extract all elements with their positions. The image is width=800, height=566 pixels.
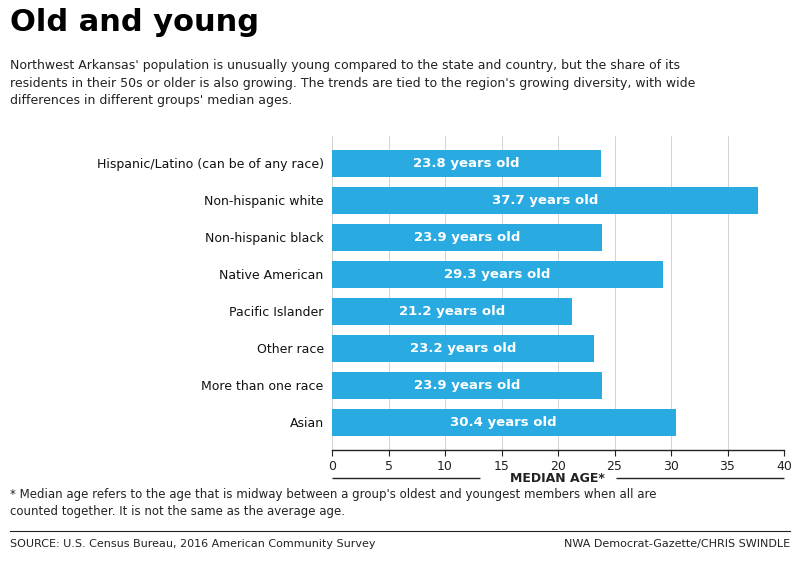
- Bar: [332, 187, 758, 214]
- Bar: [332, 372, 602, 398]
- Bar: [332, 409, 675, 436]
- Bar: [332, 150, 601, 177]
- Bar: [332, 335, 594, 362]
- Text: 29.3 years old: 29.3 years old: [444, 268, 550, 281]
- Text: 21.2 years old: 21.2 years old: [398, 305, 505, 318]
- Bar: [332, 261, 663, 288]
- Text: Northwest Arkansas' population is unusually young compared to the state and coun: Northwest Arkansas' population is unusua…: [10, 59, 695, 108]
- Text: 23.9 years old: 23.9 years old: [414, 231, 520, 244]
- Text: * Median age refers to the age that is midway between a group's oldest and young: * Median age refers to the age that is m…: [10, 488, 656, 518]
- Bar: [332, 298, 571, 325]
- Text: NWA Democrat-Gazette/CHRIS SWINDLE: NWA Democrat-Gazette/CHRIS SWINDLE: [564, 539, 790, 549]
- Text: 30.4 years old: 30.4 years old: [450, 416, 557, 429]
- Text: MEDIAN AGE*: MEDIAN AGE*: [510, 472, 605, 484]
- Bar: [332, 224, 602, 251]
- Text: Old and young: Old and young: [10, 8, 258, 37]
- Text: 37.7 years old: 37.7 years old: [492, 194, 598, 207]
- Text: SOURCE: U.S. Census Bureau, 2016 American Community Survey: SOURCE: U.S. Census Bureau, 2016 America…: [10, 539, 375, 549]
- Text: 23.8 years old: 23.8 years old: [414, 157, 520, 170]
- Text: 23.9 years old: 23.9 years old: [414, 379, 520, 392]
- Text: 23.2 years old: 23.2 years old: [410, 342, 516, 355]
